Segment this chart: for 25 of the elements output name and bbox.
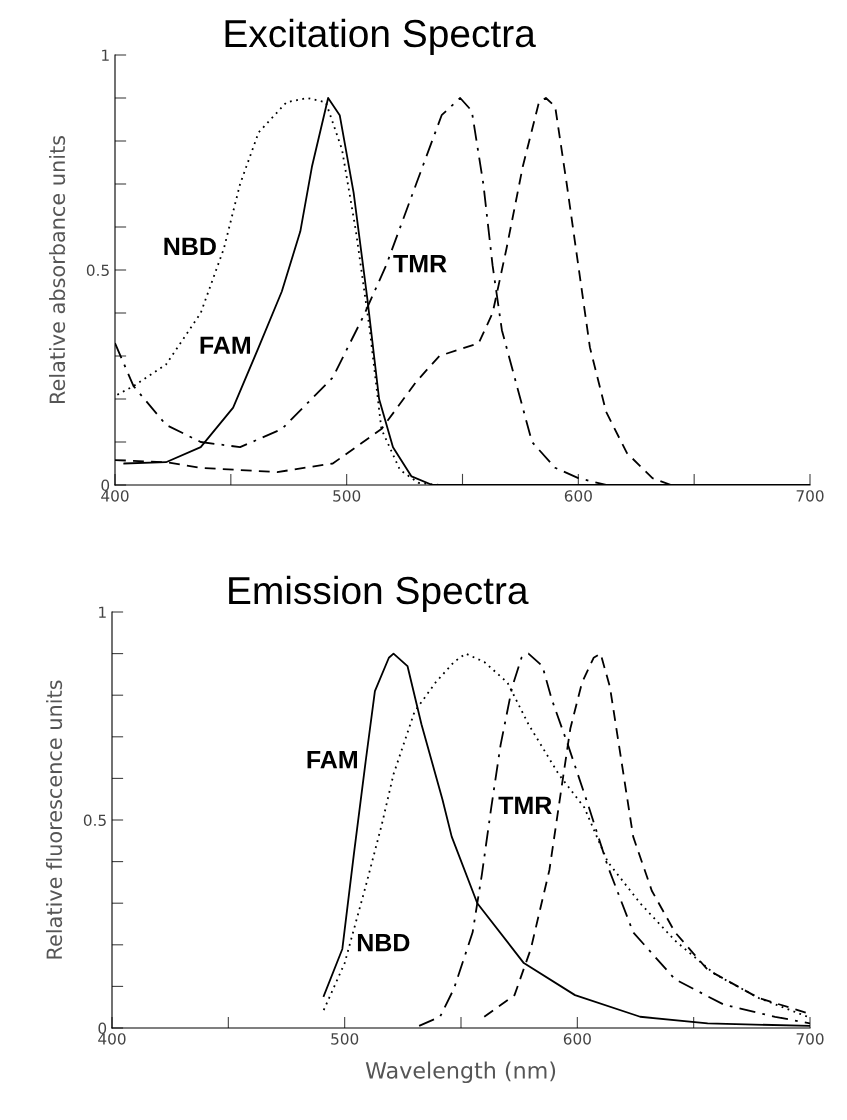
annotation: NBD [164, 237, 216, 255]
annotation: TMR [498, 796, 552, 814]
y-tick-label: 0 [101, 479, 110, 492]
x-tick-label: 700 [796, 490, 824, 502]
x-tick-label: 700 [796, 1033, 824, 1045]
y-tick-label: 0.5 [83, 814, 106, 827]
annotation: FAM [307, 751, 357, 769]
x-tick-label: 400 [101, 490, 129, 502]
y-tick-label: 1 [99, 606, 106, 618]
chart-title: Emission Spectra [229, 575, 529, 612]
y-tick-label: 0 [98, 1022, 107, 1035]
x-tick-label: 600 [563, 1033, 591, 1045]
x-tick-label: 500 [333, 490, 361, 502]
annotation: TMR [393, 254, 447, 273]
annotation: NBD [357, 934, 410, 952]
y-tick-label: 0.5 [86, 264, 109, 277]
x-tick-label: 600 [564, 490, 592, 502]
y-axis-title: Relative fluorescence units [46, 680, 63, 959]
x-tick-label: 400 [98, 1033, 126, 1045]
annotation: FAM [200, 336, 251, 354]
y-axis-title: Relative absorbance units [49, 135, 66, 404]
y-tick-label: 1 [102, 49, 109, 61]
x-axis-title: Wavelength (nm) [365, 1061, 556, 1084]
x-tick-label: 500 [331, 1033, 359, 1045]
chart-title: Excitation Spectra [225, 18, 536, 55]
